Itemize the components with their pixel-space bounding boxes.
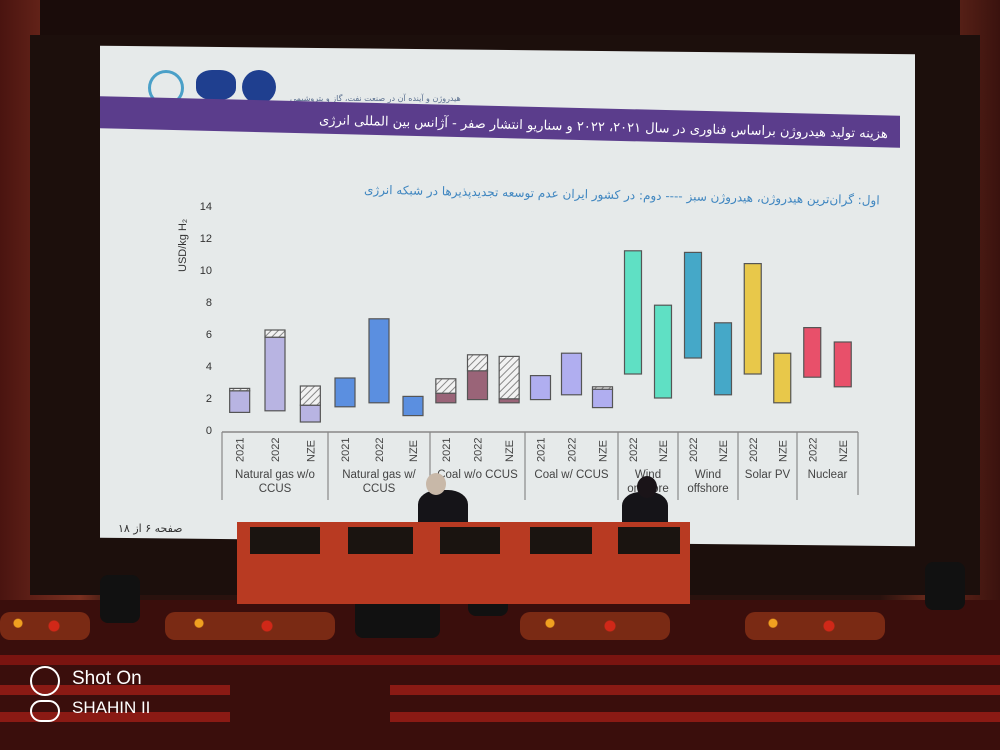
bar-coal-w-o-ccus-2021 [435, 392, 457, 404]
name-placard [348, 527, 413, 554]
y-tick-label: 12 [200, 233, 212, 245]
x-tick-label: NZE [718, 440, 730, 462]
y-tick-label: 10 [200, 265, 212, 277]
bar-wind-offshore-nze [713, 322, 733, 396]
y-axis-label: USD/kg H₂ [177, 219, 189, 272]
bar-nuclear-2022 [803, 327, 822, 378]
flower-arrangement [745, 612, 885, 640]
bar-solar-pv-2022 [743, 263, 762, 375]
watermark-line1: Shot On [72, 668, 142, 689]
stage-light [100, 575, 140, 623]
logo-e [242, 70, 276, 104]
bar-wind-onshore-2022 [623, 250, 643, 375]
x-tick-label: 2022 [270, 438, 282, 462]
bar-wind-onshore-nze [653, 304, 673, 399]
y-tick-label: 6 [206, 329, 212, 341]
group-label: Nuclear [808, 469, 848, 481]
bar-nuclear-nze [833, 341, 852, 388]
bar-wind-offshore-2022 [683, 251, 703, 359]
x-tick-label: 2022 [374, 438, 386, 462]
flower-arrangement [520, 612, 670, 640]
name-placard [250, 527, 320, 554]
group-label: Natural gas w/CCUS [342, 469, 416, 495]
x-tick-label: 2022 [748, 438, 760, 462]
name-placard [440, 527, 500, 554]
group-label: Solar PV [745, 469, 791, 481]
speaker-left [418, 490, 468, 526]
logo-subtitle: هیدروژن و آینده آن در صنعت نفت، گاز و پت… [290, 94, 461, 103]
group-label: Natural gas w/o CCUS [235, 469, 315, 495]
bar-natural-gas-w-ccus-2021 [334, 377, 356, 408]
y-tick-label: 2 [206, 393, 212, 405]
speaker-left-head [426, 473, 446, 495]
x-tick-label: 2022 [628, 438, 640, 462]
x-tick-label: NZE [777, 440, 789, 462]
stage-stripe [390, 712, 1000, 722]
bar-hatched-segment [591, 386, 614, 390]
name-placard [618, 527, 680, 554]
stage-stripe [0, 712, 230, 722]
stage-stripe [390, 685, 1000, 695]
x-tick-label: NZE [838, 440, 850, 462]
flower-arrangement [165, 612, 335, 640]
y-tick-label: 14 [200, 201, 212, 213]
stage-stripe [0, 655, 1000, 665]
camera-shutter-icon [30, 666, 60, 696]
bar-natural-gas-w-ccus-nze [402, 395, 424, 417]
x-tick-label: NZE [598, 440, 610, 462]
x-tick-label: 2021 [235, 438, 247, 462]
bar-hatched-segment [498, 355, 520, 400]
x-tick-label: 2021 [340, 438, 352, 462]
y-tick-label: 0 [206, 425, 212, 437]
logo-cee [196, 70, 236, 100]
x-tick-label: NZE [658, 440, 670, 462]
x-tick-label: NZE [305, 440, 317, 462]
speaker-right-head [637, 476, 657, 498]
slide-page-number: صفحه ۶ از ۱۸ [118, 522, 183, 535]
x-tick-label: 2021 [441, 438, 453, 462]
bar-coal-w-o-ccus-2022 [466, 370, 489, 401]
bar-coal-w-ccus-nze [591, 388, 614, 409]
bar-hatched-segment [229, 387, 251, 392]
y-tick-label: 8 [206, 297, 212, 309]
bar-natural-gas-w-o-ccus-2021 [229, 390, 251, 413]
name-placard [530, 527, 592, 554]
flower-arrangement [0, 612, 90, 640]
bar-hatched-segment [466, 354, 489, 372]
x-tick-label: 2022 [807, 438, 819, 462]
group-label: Coal w/ CCUS [534, 469, 608, 481]
bar-hatched-segment [264, 329, 286, 338]
bar-coal-w-ccus-2022 [560, 352, 583, 396]
x-tick-label: 2021 [536, 438, 548, 462]
group-label: Wind offshore [687, 469, 728, 495]
bar-hatched-segment [435, 378, 457, 394]
x-tick-label: 2022 [567, 438, 579, 462]
bar-coal-w-ccus-2021 [529, 375, 552, 401]
bar-natural-gas-w-o-ccus-nze [299, 404, 321, 423]
camera-lens-icon [30, 700, 60, 722]
bar-hatched-segment [299, 385, 321, 406]
stage-stripe [0, 685, 230, 695]
group-label: Coal w/o CCUS [437, 469, 518, 481]
x-tick-label: NZE [408, 440, 420, 462]
bar-natural-gas-w-o-ccus-2022 [264, 336, 286, 412]
x-tick-label: 2022 [473, 438, 485, 462]
watermark-line2: SHAHIN II [72, 698, 151, 717]
bar-solar-pv-nze [773, 352, 792, 404]
y-tick-label: 4 [206, 361, 212, 373]
x-tick-label: NZE [504, 440, 516, 462]
bar-natural-gas-w-ccus-2022 [368, 318, 390, 404]
stage-light [925, 562, 965, 610]
x-tick-label: 2022 [688, 438, 700, 462]
